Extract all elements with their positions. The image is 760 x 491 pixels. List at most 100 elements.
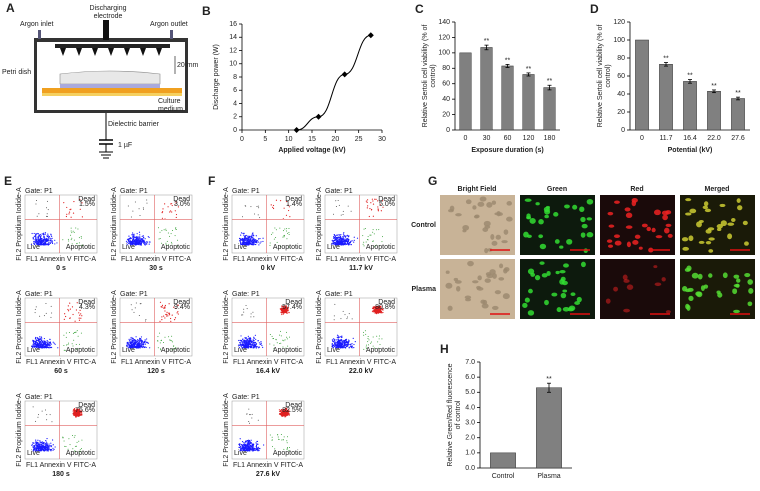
live-dot xyxy=(44,240,45,241)
live-dot xyxy=(57,347,58,348)
cell xyxy=(476,286,481,289)
cell xyxy=(559,279,564,285)
apoptotic-dot xyxy=(275,339,276,340)
other-dot xyxy=(38,414,39,415)
x-tick-label: Control xyxy=(492,473,515,480)
live-dot xyxy=(247,343,248,344)
live-dot xyxy=(253,243,254,244)
live-dot xyxy=(252,233,253,234)
other-dot xyxy=(339,205,340,206)
cell xyxy=(642,224,648,228)
apoptotic-dot xyxy=(67,344,68,345)
other-dot xyxy=(133,312,134,313)
apoptotic-dot xyxy=(282,237,283,238)
live-dot xyxy=(247,445,248,446)
cell xyxy=(555,239,560,244)
apoptotic-dot xyxy=(373,229,374,230)
live-dot xyxy=(143,235,144,236)
apoptotic-dot xyxy=(284,236,285,237)
bar xyxy=(659,64,672,130)
row-label: Plasma xyxy=(411,286,436,293)
live-dot xyxy=(49,342,50,343)
apoptotic-dot xyxy=(75,435,76,436)
live-dot xyxy=(247,446,248,447)
cell xyxy=(733,275,739,279)
cell xyxy=(727,223,734,226)
dead-dot xyxy=(78,312,79,313)
live-dot xyxy=(143,341,144,342)
cell xyxy=(492,306,499,310)
x-tick-label: 30 xyxy=(483,135,491,142)
cell xyxy=(582,224,588,228)
panel-label: E xyxy=(4,174,12,188)
apoptotic-dot xyxy=(289,447,290,448)
live-dot xyxy=(245,340,246,341)
cell xyxy=(559,270,565,273)
apoptotic-dot xyxy=(68,343,69,344)
dead-dot xyxy=(167,315,168,316)
live-dot xyxy=(139,338,140,339)
cell xyxy=(482,300,487,305)
y-tick-label: 7.0 xyxy=(465,359,475,366)
apoptotic-dot xyxy=(159,238,160,239)
apoptotic-dot xyxy=(381,241,382,242)
x-axis-label: FL1 Annexin V FITC-A xyxy=(326,359,396,366)
bar xyxy=(544,88,556,130)
cell xyxy=(569,305,576,310)
live-dot xyxy=(256,449,257,450)
cell xyxy=(563,263,569,267)
live-dot xyxy=(46,243,47,244)
dead-value: 80.8% xyxy=(375,304,395,311)
live-dot xyxy=(253,340,254,341)
live-dot xyxy=(240,335,241,336)
live-dot xyxy=(345,237,346,238)
apoptotic-dot xyxy=(64,350,65,351)
y-tick-label: 120 xyxy=(613,19,625,26)
gate-label: Gate: P1 xyxy=(120,188,148,195)
marker xyxy=(368,32,374,38)
apoptotic-dot xyxy=(288,232,289,233)
live-dot xyxy=(334,342,335,343)
other-dot xyxy=(343,214,344,215)
y-tick-label: 40 xyxy=(617,91,625,98)
live-dot xyxy=(332,339,333,340)
live-dot xyxy=(239,342,240,343)
live-dot xyxy=(48,238,49,239)
apoptotic-dot xyxy=(70,235,71,236)
cell xyxy=(492,273,497,279)
other-dot xyxy=(258,214,259,215)
live-dot xyxy=(32,443,33,444)
cell xyxy=(608,245,613,248)
cell xyxy=(467,261,474,266)
live-dot xyxy=(345,235,346,236)
apoptotic-dot xyxy=(279,335,280,336)
live-dot xyxy=(139,238,140,239)
live-dot xyxy=(247,447,248,448)
cell xyxy=(494,212,500,215)
live-label: Live xyxy=(122,347,135,354)
live-dot xyxy=(347,238,348,239)
flow-plot: Gate: P1Dead57.4%ApoptoticLiveFL1 Annexi… xyxy=(223,290,304,375)
gate-label: Gate: P1 xyxy=(25,188,53,195)
other-dot xyxy=(248,409,249,410)
apoptotic-dot xyxy=(77,229,78,230)
live-dot xyxy=(130,342,131,343)
live-dot xyxy=(240,438,241,439)
apoptotic-dot xyxy=(366,345,367,346)
live-dot xyxy=(47,340,48,341)
live-dot xyxy=(357,238,358,239)
cell xyxy=(731,218,736,222)
dead-dot xyxy=(284,312,285,313)
live-dot xyxy=(39,442,40,443)
live-dot xyxy=(38,341,39,342)
x-axis-label: Exposure duration (s) xyxy=(471,147,543,154)
plot-caption: 11.7 kV xyxy=(349,265,373,272)
live-dot xyxy=(143,242,144,243)
live-dot xyxy=(253,342,254,343)
live-dot xyxy=(47,341,48,342)
dead-dot xyxy=(169,303,170,304)
apoptotic-dot xyxy=(281,440,282,441)
label-gap: 20 mm xyxy=(177,62,199,69)
apoptotic-dot xyxy=(77,442,78,443)
apoptotic-dot xyxy=(278,437,279,438)
